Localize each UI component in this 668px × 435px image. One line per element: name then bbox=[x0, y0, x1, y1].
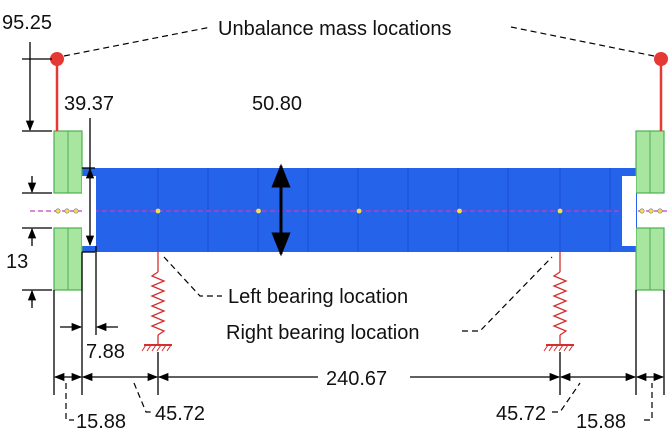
left-unbalance-ball bbox=[50, 52, 64, 66]
right-bearing-leader bbox=[462, 256, 553, 332]
right-hub-gap bbox=[622, 176, 636, 246]
dim-shaft-diameter-text: 50.80 bbox=[252, 93, 302, 115]
right-bearing-label: Right bearing location bbox=[226, 322, 419, 344]
left-hub-node bbox=[55, 208, 61, 214]
left-bearing bbox=[141, 252, 172, 352]
left-bearing-spring bbox=[150, 271, 166, 336]
shaft-node bbox=[256, 208, 261, 214]
dim-leader bbox=[644, 383, 653, 421]
right-hub-node bbox=[657, 208, 663, 214]
right-bearing-ground-hatch bbox=[543, 344, 574, 352]
dim-bearing-span-text: 240.67 bbox=[326, 368, 387, 390]
right-hub-node bbox=[648, 208, 654, 214]
right-hub-node bbox=[639, 208, 645, 214]
shaft-node bbox=[457, 208, 462, 214]
unbalance-label: Unbalance mass locations bbox=[218, 18, 451, 40]
right-disk bbox=[622, 130, 665, 291]
left-hub-node bbox=[73, 208, 79, 214]
dim-disk-width-left-text: 15.88 bbox=[76, 411, 126, 433]
right-unbalance-mass bbox=[654, 52, 668, 131]
left-hub-node bbox=[64, 208, 70, 214]
dim-shaft-diameter: 50.80 bbox=[252, 93, 302, 257]
shaft-node bbox=[557, 208, 563, 214]
right-unbalance-ball bbox=[654, 52, 668, 66]
dim-bearing-offset-right-text: 45.72 bbox=[496, 403, 546, 425]
dim-hub-gap: 13 bbox=[6, 176, 52, 308]
shaft-node bbox=[356, 208, 362, 214]
dim-bottom-chain: 240.67 15.88 45.72 45.72 15.88 bbox=[53, 290, 665, 433]
dim-bearing-offset-left-text: 45.72 bbox=[155, 403, 205, 425]
unbalance-leader-left bbox=[63, 26, 212, 57]
left-bearing-ground-hatch bbox=[141, 344, 172, 352]
dim-leader bbox=[552, 382, 581, 413]
left-unbalance-mass bbox=[50, 52, 64, 131]
left-disk bbox=[53, 130, 96, 291]
dim-leader bbox=[133, 382, 152, 413]
dim-disk-inner: 39.37 bbox=[64, 93, 114, 253]
dim-hub-gap-text: 13 bbox=[6, 251, 28, 273]
shaft-nodes bbox=[155, 208, 563, 214]
shaft-node bbox=[155, 208, 161, 214]
dim-disk-width-right-text: 15.88 bbox=[576, 411, 626, 433]
left-bearing-label: Left bearing location bbox=[228, 286, 408, 308]
dim-leader bbox=[65, 383, 74, 421]
left-bearing-leader bbox=[163, 256, 222, 297]
dim-disk-inner-text: 39.37 bbox=[64, 93, 114, 115]
left-hub-gap bbox=[82, 176, 96, 246]
right-bearing bbox=[543, 252, 574, 352]
shaft bbox=[30, 168, 668, 252]
unbalance-leader-right bbox=[510, 26, 655, 57]
right-bearing-spring bbox=[552, 271, 568, 336]
dim-disk-gap: 7.88 bbox=[60, 246, 125, 363]
dim-unbalance-radius: 95.25 bbox=[2, 12, 52, 132]
dim-disk-gap-text: 7.88 bbox=[86, 341, 125, 363]
dim-unbalance-radius-text: 95.25 bbox=[2, 12, 52, 34]
